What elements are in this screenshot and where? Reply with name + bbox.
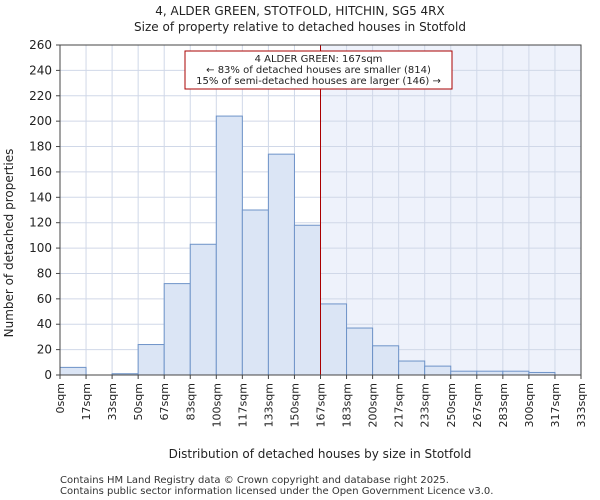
chart-title-line2: Size of property relative to detached ho… <box>134 20 466 34</box>
annotation-box <box>184 50 453 90</box>
y-tick-label: 40 <box>37 317 52 331</box>
bar-250sqm <box>450 370 478 376</box>
x-tick-label: 83sqm <box>184 383 197 420</box>
x-tick-label: 300sqm <box>523 383 536 427</box>
x-tick-label: 33sqm <box>106 383 119 420</box>
y-tick-label: 220 <box>29 89 52 103</box>
bar-100sqm <box>215 115 243 376</box>
x-tick-label: 50sqm <box>132 383 145 420</box>
chart-title-line1: 4, ALDER GREEN, STOTFOLD, HITCHIN, SG5 4… <box>155 4 444 18</box>
bar-233sqm <box>424 365 452 376</box>
x-tick-label: 150sqm <box>288 383 301 427</box>
footer-line2: Contains public sector information licen… <box>60 486 493 497</box>
x-tick-label: 133sqm <box>262 383 275 427</box>
x-axis-label: Distribution of detached houses by size … <box>169 447 472 461</box>
y-tick-label: 20 <box>37 343 52 357</box>
x-tick-label: 17sqm <box>80 383 93 420</box>
bar-283sqm <box>502 370 530 376</box>
x-tick-label: 167sqm <box>315 383 328 427</box>
plot-area: 0 20 40 60 80 100 120 140 160 180 200 220 240 260 0sqm… <box>29 38 588 427</box>
x-tick-label: 0sqm <box>54 383 67 413</box>
y-tick-label: 200 <box>29 114 52 128</box>
annotation-line1: 4 ALDER GREEN: 167sqm <box>255 54 383 65</box>
y-tick-label: 60 <box>37 292 52 306</box>
bar-217sqm <box>398 360 426 376</box>
x-tick-label: 317sqm <box>549 383 562 427</box>
y-tick-label: 0 <box>44 368 52 382</box>
x-tick-label: 267sqm <box>471 383 484 427</box>
x-tick-label: 233sqm <box>419 383 432 427</box>
x-tick-label: 217sqm <box>393 383 406 427</box>
annotation-line3: 15% of semi-detached houses are larger (… <box>196 76 441 87</box>
y-axis-label: Number of detached properties <box>2 149 16 338</box>
bar-83sqm <box>189 243 217 376</box>
bar-67sqm <box>163 283 191 376</box>
bar-200sqm <box>372 345 400 376</box>
bar-150sqm <box>293 224 322 376</box>
bar-167sqm <box>320 303 348 376</box>
x-tick-label: 183sqm <box>341 383 354 427</box>
x-tick-label: 200sqm <box>367 383 380 427</box>
bar-183sqm <box>346 327 374 376</box>
y-tick-label: 140 <box>29 190 52 204</box>
y-tick-label: 80 <box>37 266 52 280</box>
y-tick-label: 120 <box>29 216 52 230</box>
bar-0sqm <box>59 366 87 376</box>
x-tick-label: 67sqm <box>158 383 171 420</box>
y-tick-label: 100 <box>29 241 52 255</box>
x-tick-label: 117sqm <box>236 383 249 427</box>
y-tick-label: 160 <box>29 165 52 179</box>
bar-267sqm <box>476 370 504 376</box>
bar-133sqm <box>267 153 295 376</box>
bar-117sqm <box>241 209 269 376</box>
x-tick-label: 250sqm <box>445 383 458 427</box>
annotation-line2: ← 83% of detached houses are smaller (81… <box>206 65 431 76</box>
y-tick-label: 260 <box>29 38 52 52</box>
x-tick-label: 100sqm <box>210 383 223 427</box>
bar-50sqm <box>137 344 165 376</box>
footer-line1: Contains HM Land Registry data © Crown c… <box>60 475 449 486</box>
y-tick-label: 180 <box>29 140 52 154</box>
x-tick-label: 333sqm <box>575 383 588 427</box>
y-tick-label: 240 <box>29 63 52 77</box>
x-tick-label: 283sqm <box>497 383 510 427</box>
